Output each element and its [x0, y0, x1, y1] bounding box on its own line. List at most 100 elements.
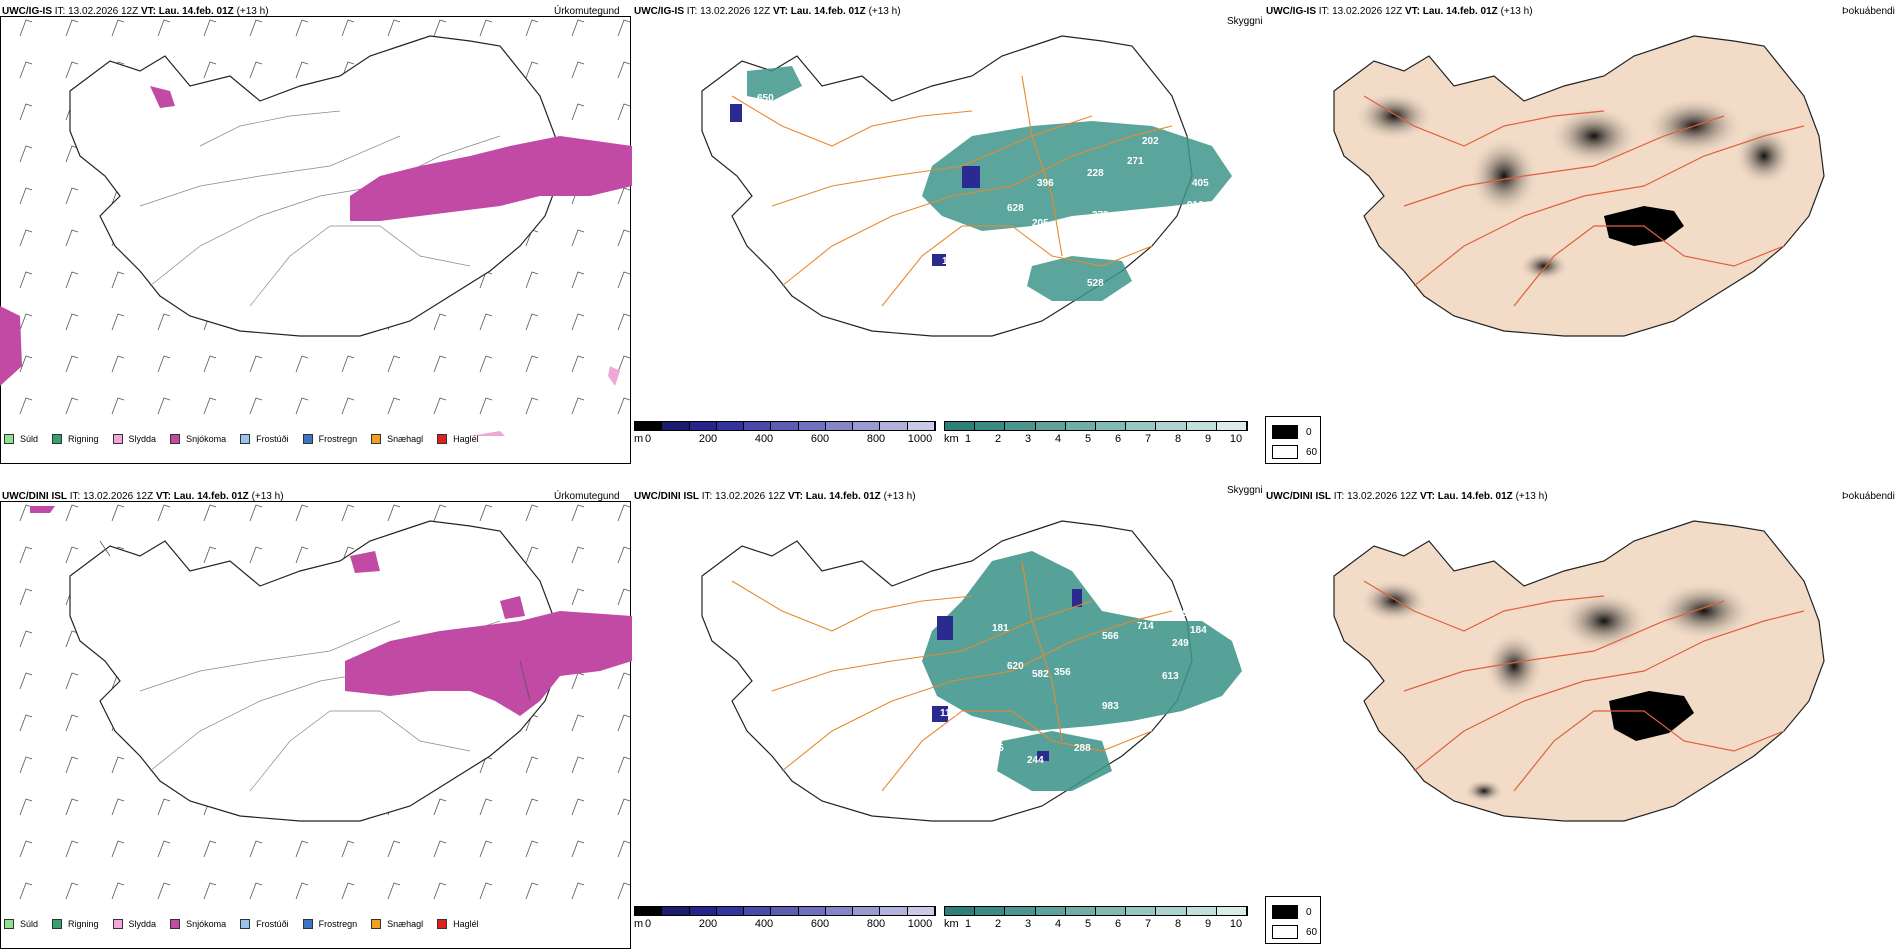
wind-barb	[157, 397, 171, 415]
colorbar-swatch	[1126, 422, 1157, 430]
wind-barb	[249, 397, 263, 415]
wind-barb	[571, 355, 585, 373]
wind-barb	[157, 19, 171, 37]
colorbar-swatch	[771, 907, 799, 915]
visibility-unit: km	[944, 433, 959, 445]
cloud-label: 582	[1032, 669, 1049, 680]
colorbar-swatch	[975, 422, 1006, 430]
wind-barb	[65, 546, 79, 564]
wind-barb	[19, 229, 33, 247]
wind-barb	[341, 19, 355, 37]
wind-barb	[111, 756, 125, 774]
wind-barb	[387, 19, 401, 37]
wind-barb	[65, 397, 79, 415]
wind-barb	[433, 798, 447, 816]
legend-item-drizzle: Súld	[4, 434, 38, 444]
legend-item-drizzle: Súld	[4, 919, 38, 929]
iceland-map-precip	[0, 19, 632, 436]
wind-barb	[111, 271, 125, 289]
wind-barb	[341, 882, 355, 900]
colorbar-swatch	[880, 422, 908, 430]
wind-barb	[617, 61, 631, 79]
wind-barb	[341, 397, 355, 415]
colorbar-swatch	[798, 422, 826, 430]
colorbar-swatch	[689, 422, 717, 430]
visibility-colorbar-swatches	[944, 421, 1248, 431]
panel-label: Úrkomutegund	[554, 491, 620, 502]
wind-barb	[19, 271, 33, 289]
colorbar-swatch	[635, 422, 663, 430]
legend-item-rain: Rigning	[52, 434, 99, 444]
legend-item-snow-pellets: Snæhagl	[371, 919, 423, 929]
colorbar-swatch	[880, 907, 908, 915]
panel-label: Skyggni	[1227, 485, 1263, 496]
wind-barb	[479, 313, 493, 331]
wind-barb	[617, 756, 631, 774]
wind-barb	[571, 61, 585, 79]
colorbar-swatch	[662, 422, 690, 430]
low-cloud-base-patches	[932, 589, 1082, 761]
wind-barb	[249, 546, 263, 564]
fog-legend-label: 0	[1306, 906, 1312, 918]
wind-barb	[571, 271, 585, 289]
wind-barb	[111, 397, 125, 415]
wind-barb	[19, 756, 33, 774]
tick-label: 2	[994, 918, 1002, 930]
wind-barb	[617, 229, 631, 247]
fog-road-network	[1363, 580, 1805, 792]
tick-label: 1000	[907, 433, 933, 445]
wind-barb	[525, 756, 539, 774]
wind-barb	[433, 355, 447, 373]
cloud-label: 298	[1177, 608, 1194, 619]
wind-barb	[571, 19, 585, 37]
wind-barb	[203, 546, 217, 564]
colorbar-swatch	[945, 907, 976, 915]
colorbar-swatch	[798, 907, 826, 915]
tick-label: 1	[964, 433, 972, 445]
cloud-label: 181	[992, 623, 1009, 634]
colorbar-swatch	[1096, 907, 1127, 915]
wind-barb	[65, 672, 79, 690]
wind-barb	[433, 19, 447, 37]
colorbar-swatch	[744, 907, 772, 915]
cloud-label: 271	[1127, 156, 1144, 167]
wind-barb	[65, 355, 79, 373]
visibility-colorbar: km 1 2 3 4 5 6 7 8 9 10	[944, 906, 1248, 948]
cloud-base-colorbar-swatches	[634, 906, 936, 916]
fog-density-areas	[1354, 91, 1794, 281]
cloud-label: 983	[1102, 701, 1119, 712]
precip-type-panel-top: UWC/IG-IS IT: 13.02.2026 12Z VT: Lau. 14…	[0, 0, 632, 465]
wind-barb	[157, 504, 171, 522]
tick-label: 0	[644, 433, 652, 445]
colorbar-swatch	[1065, 422, 1097, 430]
low-visibility-area	[747, 66, 1232, 301]
colorbar-swatch	[853, 422, 881, 430]
colorbar-swatch	[716, 422, 745, 430]
cloud-label: 613	[1162, 671, 1179, 682]
tick-label: 10	[1229, 433, 1243, 445]
tick-label: 3	[1024, 433, 1032, 445]
low-cloud-base-patches	[730, 104, 980, 266]
wind-barb	[479, 19, 493, 37]
wind-barb	[203, 61, 217, 79]
wind-barb	[157, 840, 171, 858]
panel-title: UWC/DINI ISL IT: 13.02.2026 12Z VT: Lau.…	[1266, 491, 1548, 502]
cloud-label: 435	[987, 743, 1004, 754]
wind-barb	[157, 313, 171, 331]
iceland-map-visibility: 650 396 228 271 202 405 628 205 379 916 …	[701, 35, 1232, 337]
wind-barb	[617, 397, 631, 415]
snow-area	[0, 86, 632, 386]
wind-barb	[617, 313, 631, 331]
tick-label: 10	[1229, 918, 1243, 930]
colorbar-swatch	[689, 907, 717, 915]
cloud-label: 202	[1142, 136, 1159, 147]
colorbar-swatch	[1035, 907, 1066, 915]
wind-barb	[19, 630, 33, 648]
wind-barb	[525, 19, 539, 37]
fog-legend-top: 0 60	[1265, 416, 1321, 464]
wind-barb	[203, 19, 217, 37]
wind-barb	[19, 187, 33, 205]
legend-item-snow: Snjókoma	[170, 919, 226, 929]
cloud-base-labels: 650 396 228 271 202 405 628 205 379 916 …	[757, 93, 1209, 289]
cloud-label: 650	[757, 93, 774, 104]
